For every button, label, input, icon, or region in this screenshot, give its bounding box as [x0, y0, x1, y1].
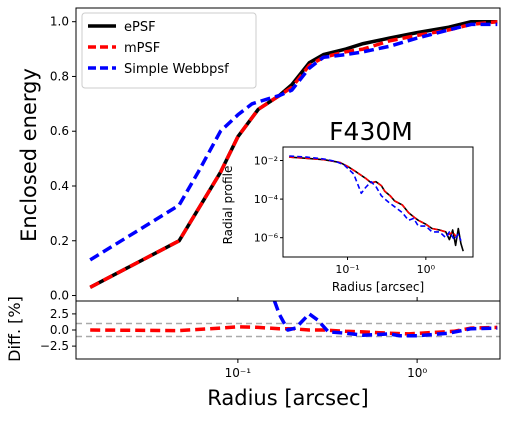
inset-x-tick-label: 10⁻¹ [335, 263, 359, 276]
diff-line-mpsf [90, 325, 498, 336]
main-y-tick-label: 0.0 [50, 289, 69, 303]
diff-y-tick-label: −2.5 [40, 339, 69, 353]
main-panel: 0.0 0.2 0.4 0.6 0.8 1.0 Enclosed energy F430M… [17, 7, 501, 303]
legend-box [81, 12, 257, 89]
main-y-tick-label: 0.2 [50, 234, 69, 248]
main-line-simple-webbpsf [89, 22, 498, 262]
legend-label-webbpsf: Simple Webbpsf [124, 62, 229, 77]
main-y-ticks: 0.0 0.2 0.4 0.6 0.8 1.0 [50, 15, 418, 303]
diff-series-group [90, 301, 498, 338]
diff-y-tick-label: 2.5 [50, 307, 69, 321]
chart-title: F430M [329, 117, 413, 146]
inset-background [283, 147, 473, 257]
inset-y-axis-label: Radial profile [221, 166, 235, 245]
x-tick-label: 10⁰ [407, 366, 427, 380]
main-series-lines [89, 19, 498, 289]
legend-label-epsf: ePSF [124, 20, 156, 35]
diff-y-axis-label: Diff. [%] [5, 296, 24, 362]
x-tick-label: 10⁻¹ [225, 366, 252, 380]
inset-series-lines [289, 155, 464, 252]
main-y-tick-label: 0.8 [50, 69, 69, 83]
inset-line-mpsf [289, 156, 462, 241]
diff-panel: 2.5 0.0 −2.5 10⁻¹ 10⁰ Diff. [%] Radius [arcs… [5, 296, 501, 410]
inset-panel: 10⁻² 10⁻⁴ 10⁻⁶ 10⁻¹ 10⁰ Radial profile Radiu… [221, 146, 474, 294]
inset-y-tick-label: 10⁻² [254, 154, 278, 167]
diff-y-tick-label: 0.0 [50, 323, 69, 337]
inset-y-tick-label: 10⁻⁶ [254, 232, 279, 245]
main-y-tick-label: 0.6 [50, 124, 69, 138]
main-y-tick-label: 1.0 [50, 15, 69, 29]
inset-line-simple-webbpsf [289, 155, 462, 242]
inset-y-tick-label: 10⁻⁴ [254, 193, 279, 206]
legend-label-mpsf: mPSF [124, 41, 160, 56]
inset-x-tick-label: 10⁰ [417, 263, 436, 276]
main-line-mpsf [89, 19, 498, 289]
inset-x-axis-label: Radius [arcsec] [332, 280, 424, 294]
legend: ePSF mPSF Simple Webbpsf [81, 12, 257, 89]
diff-series-lines [76, 301, 500, 338]
inset-axes-frame [282, 146, 474, 258]
main-y-axis-label: Enclosed energy [17, 68, 41, 242]
x-axis-label: Radius [arcsec] [207, 386, 368, 410]
main-y-tick-label: 0.4 [50, 179, 69, 193]
inset-ticks: 10⁻² 10⁻⁴ 10⁻⁶ 10⁻¹ 10⁰ [254, 154, 436, 276]
diff-ticks: 2.5 0.0 −2.5 10⁻¹ 10⁰ [40, 307, 427, 380]
diff-line-simple-webbpsf [272, 301, 498, 338]
